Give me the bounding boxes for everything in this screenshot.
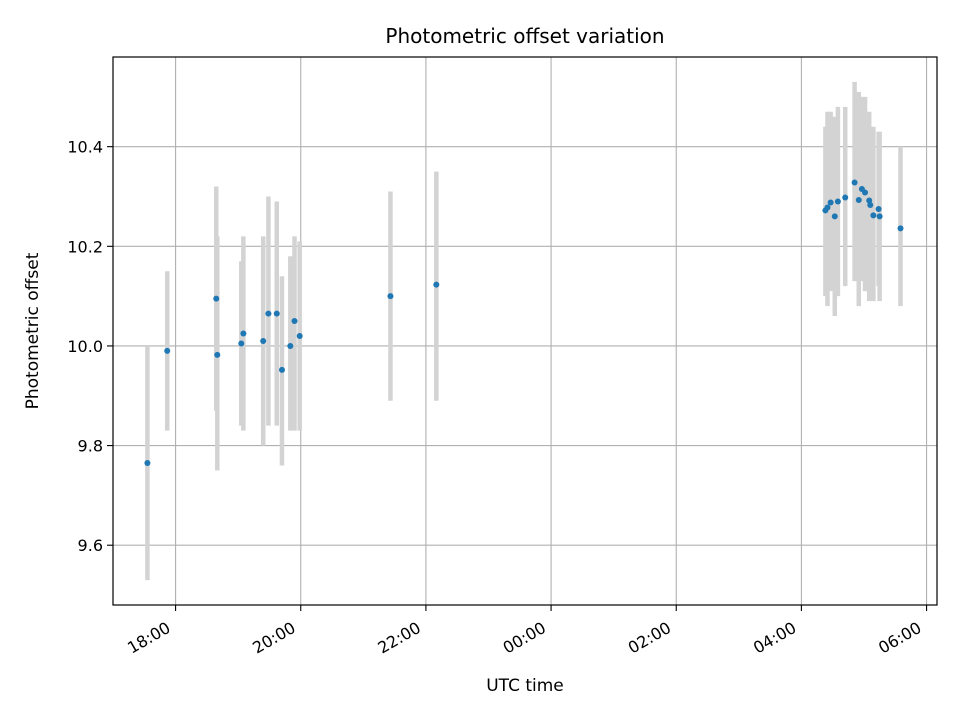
data-point xyxy=(433,281,440,288)
data-point xyxy=(827,199,834,206)
data-point xyxy=(842,194,849,201)
data-point xyxy=(897,225,904,232)
data-point xyxy=(296,332,303,339)
data-point xyxy=(834,198,841,205)
data-point xyxy=(265,310,272,317)
data-point xyxy=(291,318,298,325)
data-point xyxy=(862,189,869,196)
data-point xyxy=(851,179,858,186)
y-tick-label: 9.6 xyxy=(78,536,103,555)
data-point xyxy=(238,340,245,347)
data-point xyxy=(831,213,838,220)
y-tick-label: 9.8 xyxy=(78,437,103,456)
data-point xyxy=(870,212,877,219)
data-point xyxy=(876,213,883,220)
data-point xyxy=(867,201,874,208)
data-point xyxy=(213,295,220,302)
grid xyxy=(113,57,937,605)
y-axis-ticks: 9.6 9.8 10.0 10.2 10.4 xyxy=(67,138,113,555)
data-point xyxy=(278,366,285,373)
data-point xyxy=(824,204,831,211)
data-point xyxy=(866,197,873,204)
data-point xyxy=(260,337,267,344)
y-tick-label: 10.4 xyxy=(67,138,103,157)
data-point xyxy=(387,293,394,300)
y-axis-label: Photometric offset xyxy=(23,252,43,409)
x-axis-label: UTC time xyxy=(486,676,564,696)
data-point xyxy=(273,310,280,317)
data-point xyxy=(240,330,247,337)
y-tick-label: 10.2 xyxy=(67,237,103,256)
data-point xyxy=(214,351,221,358)
data-points xyxy=(144,179,904,467)
data-point xyxy=(287,342,294,349)
chart-title: Photometric offset variation xyxy=(385,24,664,48)
plot-frame xyxy=(112,56,938,606)
data-point xyxy=(855,196,862,203)
data-point xyxy=(144,460,151,467)
data-point xyxy=(164,347,171,354)
data-point xyxy=(875,205,882,212)
y-tick-label: 10.0 xyxy=(67,337,103,356)
